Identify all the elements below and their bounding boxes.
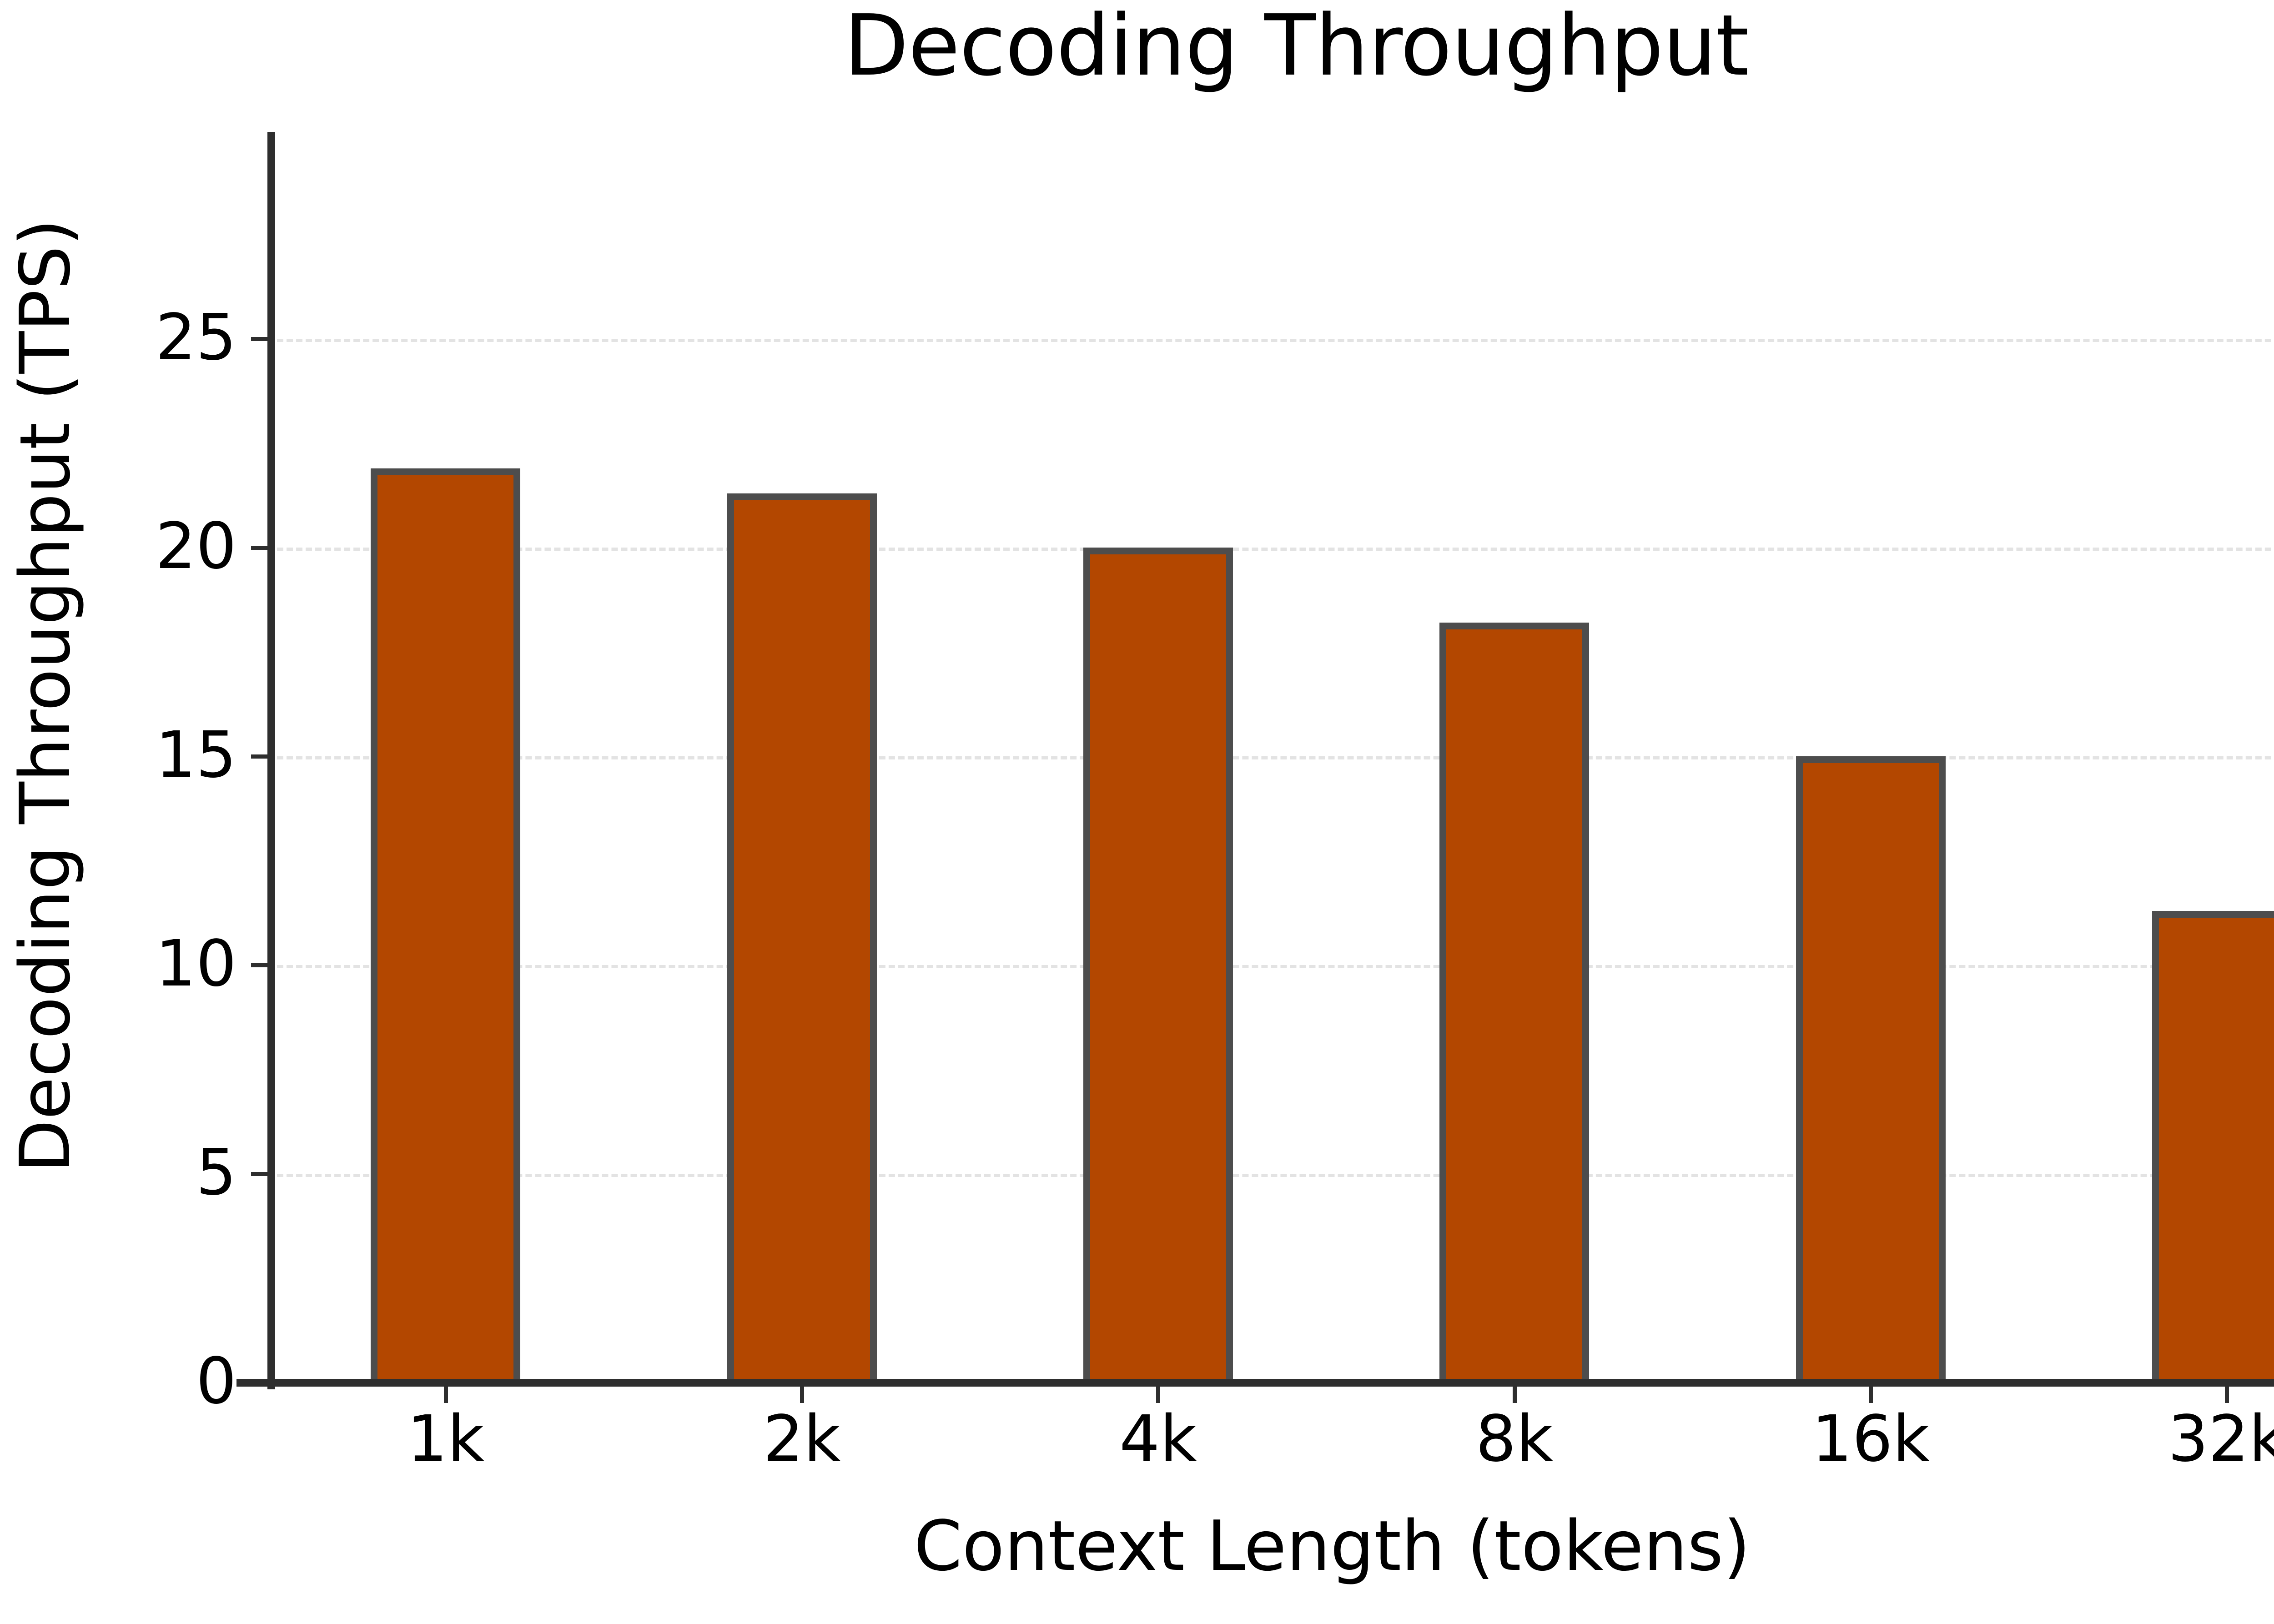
y-tick-label: 5 (196, 1136, 236, 1210)
x-tick-label: 8k (1475, 1402, 1553, 1476)
gridline (267, 548, 2274, 551)
y-tick-mark (251, 546, 267, 550)
bar (1439, 623, 1590, 1383)
y-tick-label: 10 (155, 927, 236, 1001)
x-tick-label: 2k (763, 1402, 841, 1476)
plot-area (267, 141, 2274, 1383)
chart-title: Decoding Throughput (844, 0, 1749, 95)
y-tick-label: 20 (155, 509, 236, 583)
bar (1083, 548, 1233, 1383)
y-tick-mark (251, 1172, 267, 1176)
y-tick-mark (251, 963, 267, 967)
gridline (267, 756, 2274, 759)
bar (371, 468, 521, 1383)
x-tick-mark (443, 1387, 448, 1403)
bar (727, 493, 877, 1383)
x-axis-label: Context Length (tokens) (914, 1506, 1751, 1586)
x-tick-mark (1869, 1387, 1873, 1403)
y-tick-mark (251, 337, 267, 341)
x-tick-mark (2225, 1387, 2229, 1403)
gridline (267, 965, 2274, 968)
x-tick-label: 32k (2168, 1402, 2274, 1476)
x-tick-mark (1156, 1387, 1161, 1403)
bar (2152, 910, 2274, 1383)
gridline (267, 339, 2274, 342)
y-tick-label: 25 (155, 301, 236, 375)
y-tick-mark (251, 1381, 267, 1385)
x-tick-label: 1k (407, 1402, 484, 1476)
y-tick-label: 15 (155, 718, 236, 792)
gridline (267, 1174, 2274, 1177)
x-tick-mark (1512, 1387, 1517, 1403)
x-tick-label: 16k (1811, 1402, 1930, 1476)
y-tick-mark (251, 754, 267, 759)
x-axis-spine (236, 1379, 2274, 1387)
y-axis-spine (267, 132, 275, 1389)
x-tick-mark (800, 1387, 804, 1403)
bar (1796, 756, 1946, 1383)
x-tick-label: 4k (1119, 1402, 1197, 1476)
y-tick-label: 0 (196, 1344, 236, 1418)
